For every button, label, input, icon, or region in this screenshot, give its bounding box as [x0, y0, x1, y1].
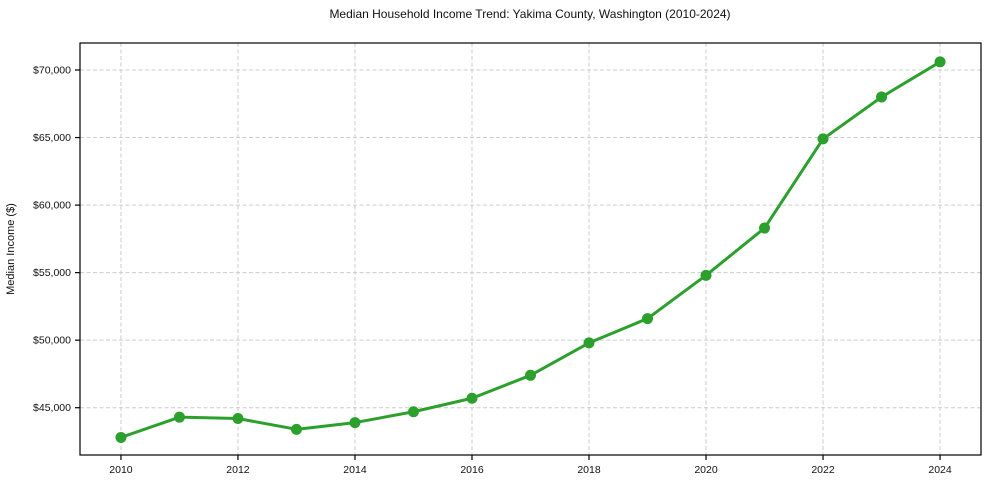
x-tick-label: 2016: [460, 464, 484, 476]
x-tick-label: 2022: [811, 464, 835, 476]
x-tick-label: 2018: [577, 464, 601, 476]
y-axis-label: Median Income ($): [5, 203, 17, 295]
x-tick-label: 2024: [928, 464, 952, 476]
trend-line: [119, 60, 942, 439]
data-point: [349, 417, 361, 429]
data-point: [934, 56, 946, 68]
data-point: [700, 269, 712, 281]
x-tick-label: 2010: [109, 464, 133, 476]
data-point: [466, 392, 478, 404]
data-point: [407, 406, 419, 418]
x-tick-label: 2020: [694, 464, 718, 476]
x-tick-label: 2012: [226, 464, 250, 476]
data-point: [759, 222, 771, 234]
data-point: [173, 411, 185, 423]
y-tick-label: $60,000: [33, 200, 71, 212]
data-point: [290, 423, 302, 435]
chart-title: Median Household Income Trend: Yakima Co…: [329, 7, 731, 21]
axes-box: [79, 42, 982, 456]
data-point: [642, 313, 654, 325]
data-point: [583, 337, 595, 349]
y-tick-label: $70,000: [33, 65, 71, 77]
y-tick-label: $50,000: [33, 335, 71, 347]
y-tick-label: $65,000: [33, 132, 71, 144]
data-point: [115, 431, 127, 443]
data-point: [817, 133, 829, 145]
y-tick-label: $55,000: [33, 267, 71, 279]
data-point: [525, 369, 536, 381]
data-point: [232, 413, 244, 425]
y-tick-label: $45,000: [33, 402, 71, 414]
x-tick-label: 2014: [343, 464, 367, 476]
data-point: [876, 91, 888, 103]
